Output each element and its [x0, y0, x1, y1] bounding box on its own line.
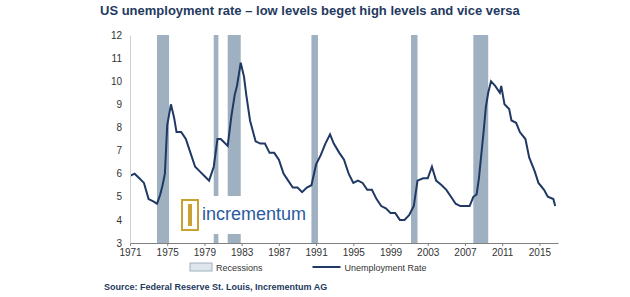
x-tick-mark — [316, 243, 317, 246]
title: US unemployment rate – low levels beget … — [100, 3, 521, 18]
y-tick: 4 — [116, 215, 130, 226]
x-tick-mark — [428, 243, 429, 246]
x-tick: 1983 — [231, 243, 254, 258]
x-tick: 2015 — [529, 243, 552, 258]
x-tick-label: 1979 — [194, 247, 217, 258]
x-tick-mark — [391, 243, 392, 246]
x-tick-mark — [167, 243, 168, 246]
x-tick-mark — [465, 243, 466, 246]
x-tick-label: 2011 — [492, 247, 514, 258]
x-tick: 2003 — [417, 243, 440, 258]
x-tick-label: 1975 — [157, 247, 180, 258]
x-tick-mark — [204, 243, 205, 246]
x-tick: 1975 — [157, 243, 180, 258]
y-tick-label: 10 — [111, 76, 123, 87]
legend-label: Unemployment Rate — [345, 263, 427, 273]
x-tick-label: 1987 — [268, 247, 291, 258]
y-tick-label: 12 — [111, 30, 123, 41]
legend-swatch — [313, 266, 341, 268]
recession-band — [473, 35, 488, 243]
y-tick: 9 — [116, 99, 130, 110]
x-tick: 1971 — [119, 243, 142, 258]
logo-icon — [182, 200, 198, 230]
x-tick-label: 2003 — [417, 247, 440, 258]
legend-label: Recessions — [216, 263, 263, 273]
chart: US unemployment rate – low levels beget … — [0, 0, 630, 297]
x-tick-mark — [242, 243, 243, 246]
y-tick: 11 — [112, 53, 130, 64]
x-tick-mark — [353, 243, 354, 246]
y-tick: 6 — [116, 168, 130, 179]
y-axis-line — [130, 36, 131, 244]
x-tick-mark — [279, 243, 280, 246]
plot-area — [130, 35, 555, 243]
x-tick-label: 2007 — [454, 247, 477, 258]
x-tick: 1979 — [194, 243, 217, 258]
logo-icon-bar — [188, 204, 192, 226]
x-tick-mark — [539, 243, 540, 246]
x-tick: 2011 — [492, 243, 514, 258]
y-tick: 7 — [116, 145, 130, 156]
y-tick-label: 3 — [116, 238, 122, 249]
legend: Recessions Unemployment Rate — [190, 263, 427, 273]
annotation: incrementum — [202, 204, 306, 224]
y-tick-label: 9 — [116, 99, 122, 110]
y-tick-label: 5 — [116, 191, 122, 202]
x-tick: 1999 — [380, 243, 403, 258]
x-tick-label: 1999 — [380, 247, 403, 258]
x-tick: 1991 — [305, 243, 328, 258]
x-tick-label: 1995 — [343, 247, 366, 258]
y-axis: 3 4 5 6 7 8 9 10 11 12 — [111, 30, 131, 249]
logo-background — [180, 196, 308, 234]
x-axis: 1971 1975 1979 1983 1987 1991 1995 1999 2003 2007… — [119, 243, 558, 258]
x-tick: 1987 — [268, 243, 291, 258]
y-tick-label: 8 — [116, 122, 122, 133]
source: Source: Federal Reserve St. Louis, Incre… — [104, 282, 327, 292]
x-tick-label: 2015 — [529, 247, 552, 258]
x-tick: 1995 — [343, 243, 366, 258]
logo: incrementum — [180, 196, 308, 234]
y-tick: 3 — [116, 238, 130, 249]
legend-swatch — [190, 263, 212, 271]
x-tick: 2007 — [454, 243, 477, 258]
y-tick-label: 4 — [116, 215, 122, 226]
y-tick: 8 — [116, 122, 130, 133]
y-tick-label: 11 — [112, 53, 123, 64]
recession-band — [311, 35, 318, 243]
x-tick-label: 1991 — [305, 247, 328, 258]
x-axis-line — [131, 243, 559, 244]
x-tick-label: 1971 — [119, 247, 142, 258]
y-tick-label: 6 — [116, 168, 122, 179]
x-tick-label: 1983 — [231, 247, 254, 258]
y-tick: 5 — [116, 191, 130, 202]
y-tick: 12 — [111, 30, 130, 41]
x-tick-mark — [502, 243, 503, 246]
y-tick-label: 7 — [116, 145, 122, 156]
y-tick: 10 — [111, 76, 130, 87]
